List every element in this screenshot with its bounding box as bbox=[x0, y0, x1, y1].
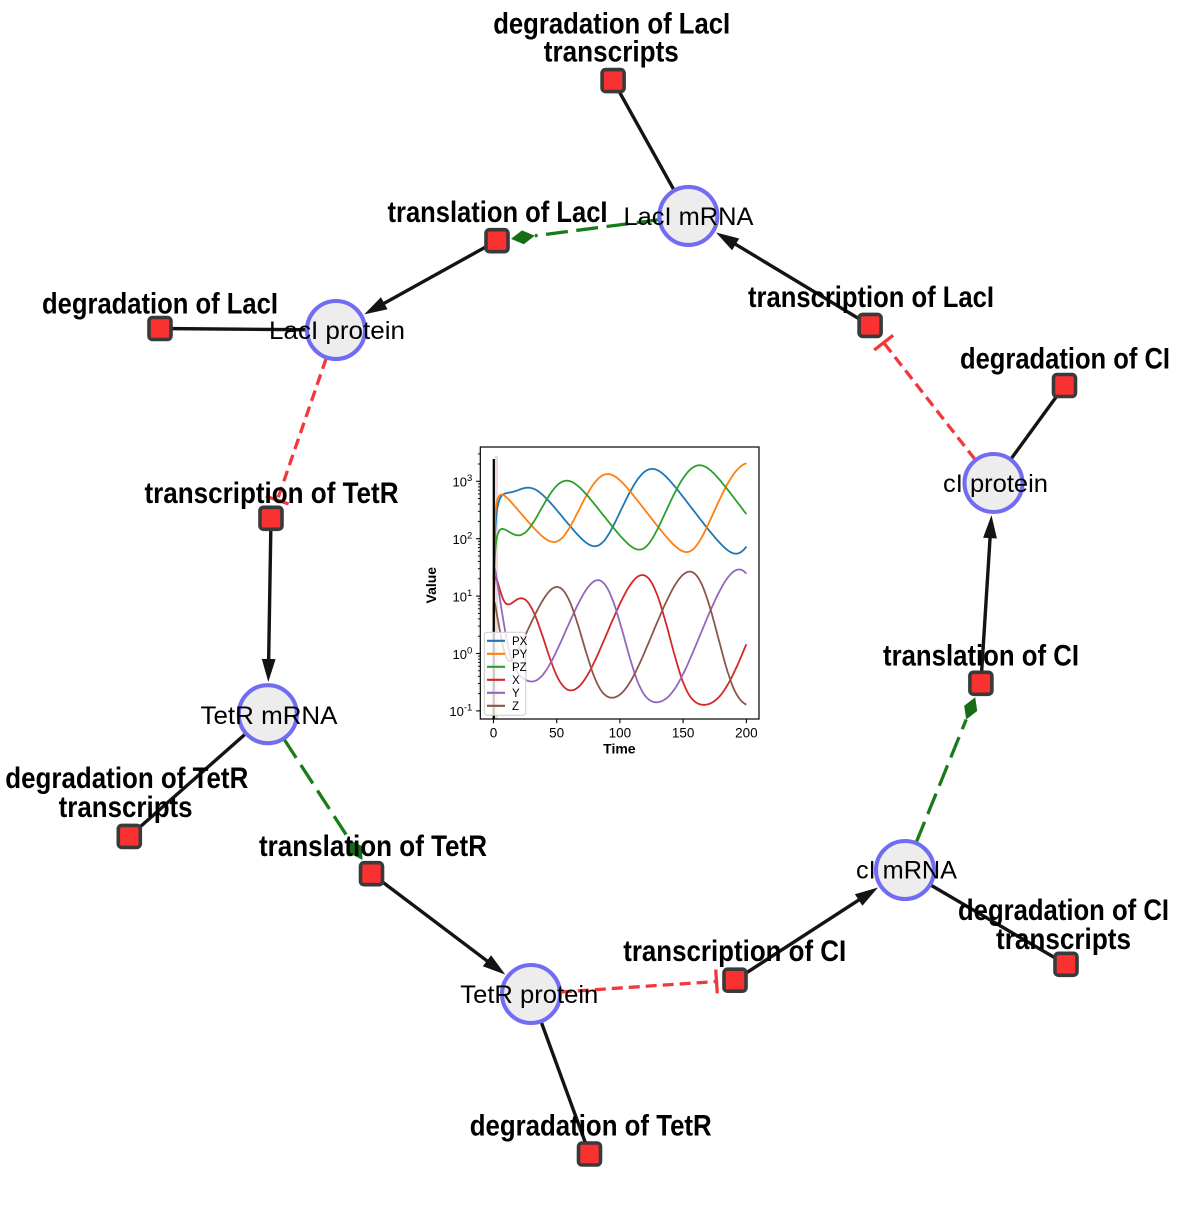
svg-text:PY: PY bbox=[512, 649, 528, 661]
svg-text:PZ: PZ bbox=[512, 662, 527, 674]
svg-text:PX: PX bbox=[512, 636, 528, 648]
svg-text:translation of TetR: translation of TetR bbox=[259, 830, 487, 863]
svg-text:150: 150 bbox=[672, 725, 695, 740]
svg-text:transcripts: transcripts bbox=[544, 36, 679, 69]
svg-text:Y: Y bbox=[512, 688, 520, 700]
svg-text:50: 50 bbox=[549, 725, 564, 740]
svg-text:transcription of CI: transcription of CI bbox=[623, 935, 846, 968]
svg-text:degradation of LacI: degradation of LacI bbox=[42, 288, 278, 321]
svg-text:10-1: 10-1 bbox=[449, 703, 472, 720]
svg-text:102: 102 bbox=[453, 531, 473, 548]
svg-text:100: 100 bbox=[609, 725, 632, 740]
svg-text:0: 0 bbox=[490, 725, 498, 740]
svg-text:transcripts: transcripts bbox=[996, 923, 1131, 956]
svg-text:TetR mRNA: TetR mRNA bbox=[201, 703, 339, 730]
svg-text:Z: Z bbox=[512, 701, 519, 713]
svg-text:LacI protein: LacI protein bbox=[269, 318, 405, 345]
svg-text:transcripts: transcripts bbox=[59, 791, 193, 824]
svg-text:Value: Value bbox=[423, 567, 439, 604]
svg-text:Time: Time bbox=[603, 740, 636, 756]
svg-text:X: X bbox=[512, 675, 520, 687]
svg-text:100: 100 bbox=[453, 645, 473, 662]
svg-text:degradation of TetR: degradation of TetR bbox=[470, 1109, 712, 1142]
svg-text:translation of CI: translation of CI bbox=[883, 639, 1079, 672]
svg-text:translation of LacI: translation of LacI bbox=[388, 196, 608, 229]
svg-text:degradation of LacI: degradation of LacI bbox=[493, 8, 730, 41]
svg-text:cI mRNA: cI mRNA bbox=[856, 857, 958, 884]
svg-text:degradation of CI: degradation of CI bbox=[960, 343, 1170, 376]
svg-text:degradation of CI: degradation of CI bbox=[958, 894, 1169, 927]
svg-text:LacI mRNA: LacI mRNA bbox=[624, 204, 755, 231]
svg-text:103: 103 bbox=[453, 473, 473, 490]
svg-text:101: 101 bbox=[453, 588, 473, 605]
svg-text:transcription of LacI: transcription of LacI bbox=[748, 281, 994, 314]
svg-text:TetR protein: TetR protein bbox=[460, 982, 598, 1009]
svg-text:cI protein: cI protein bbox=[943, 471, 1048, 498]
svg-text:transcription of TetR: transcription of TetR bbox=[145, 477, 399, 510]
svg-text:200: 200 bbox=[735, 725, 758, 740]
svg-text:degradation of TetR: degradation of TetR bbox=[5, 762, 248, 795]
